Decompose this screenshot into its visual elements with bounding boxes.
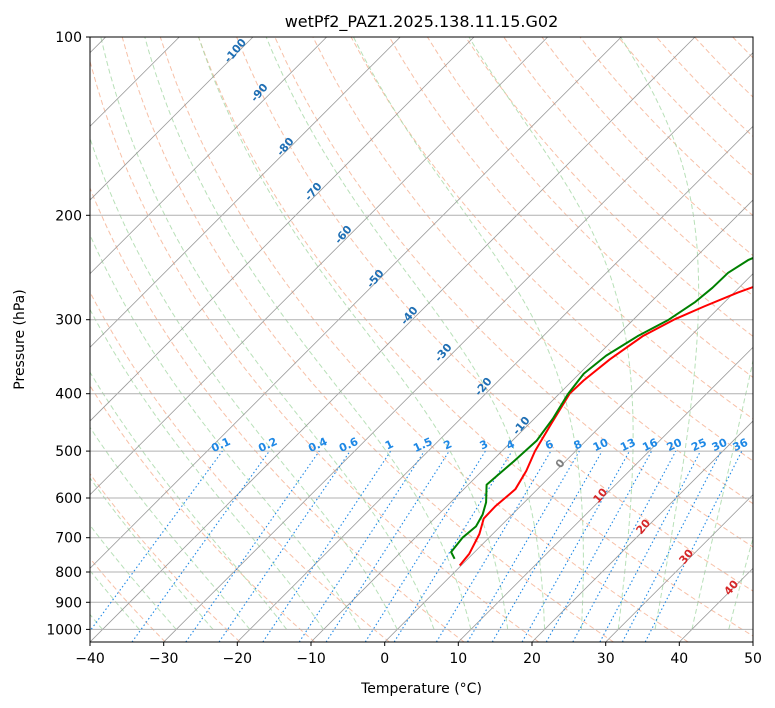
x-axis-label: Temperature (°C) [360, 681, 482, 697]
isotherm-line [384, 273, 753, 642]
mixing-ratio-line [364, 450, 486, 642]
dry-adiabat-line [159, 37, 689, 642]
x-tick-label: −20 [223, 651, 253, 667]
moist-adiabat-line [100, 37, 435, 630]
y-tick-label: 200 [55, 208, 82, 224]
moist-adiabat-line [90, 233, 361, 630]
y-tick-label: 800 [55, 565, 82, 581]
mixing-ratio-line [185, 450, 320, 642]
dry-adiabat-line [426, 37, 753, 378]
moist-adiabat-line [353, 37, 584, 630]
y-tick-label: 600 [55, 491, 82, 507]
moist-adiabat-line [198, 37, 509, 630]
mixing-ratio-label: 16 [640, 436, 660, 454]
isotherm-line [90, 37, 327, 275]
mixing-ratio-label: 30 [710, 436, 730, 454]
mixing-ratio-line [467, 450, 580, 642]
isotherm-line [90, 37, 401, 348]
dry-adiabat-line [121, 37, 614, 642]
chart-title: wetPf2_PAZ1.2025.138.11.15.G02 [285, 12, 559, 32]
x-tick-label: 10 [449, 651, 467, 667]
y-tick-label: 1000 [46, 622, 82, 638]
y-tick-label: 100 [55, 30, 82, 46]
isotherm-line [458, 346, 753, 642]
isotherm-line [531, 420, 753, 642]
mixing-ratio-label: 13 [618, 436, 637, 454]
mixing-ratio-label: 36 [731, 436, 751, 454]
mixing-ratio-line [393, 450, 513, 642]
mixing-ratio-label: 25 [689, 436, 708, 454]
dry-adiabat-line [350, 37, 753, 462]
isotherm-line [310, 199, 753, 642]
dry-adiabat-line [771, 37, 775, 642]
x-tick-label: 30 [597, 651, 615, 667]
isotherm-line [237, 125, 753, 642]
mixing-ratio-label: 10 [591, 436, 611, 454]
temperature-profile-line [458, 286, 753, 567]
moist-adiabat-line [620, 37, 700, 630]
y-tick-label: 700 [55, 531, 82, 547]
mixing-ratio-line [491, 450, 603, 642]
moist-adiabat-line [728, 536, 753, 630]
mixing-ratio-line [572, 450, 677, 642]
moist-adiabat-line [90, 308, 324, 630]
y-tick-label: 900 [55, 595, 82, 611]
isotherm-line [752, 641, 753, 642]
dry-adiabat-line [90, 291, 390, 642]
dry-adiabat-line [236, 37, 753, 592]
isotherm-line [90, 37, 548, 496]
dry-adiabat-line [90, 384, 316, 642]
dry-adiabat-line [90, 186, 465, 642]
isotherm-line [163, 52, 753, 642]
x-tick-label: −30 [149, 651, 179, 667]
isotherm-line [90, 37, 254, 201]
isotherm-line [90, 37, 696, 642]
moist-adiabat-line [691, 358, 753, 630]
y-tick-label: 500 [55, 444, 82, 460]
isotherm-line [605, 494, 753, 642]
moist-adiabat-line [468, 37, 634, 630]
dry-adiabat-line [198, 37, 753, 637]
dry-adiabat-line [90, 472, 241, 642]
mixing-ratio-line [545, 450, 653, 642]
mixing-ratio-line [521, 450, 630, 642]
dewpoint-profile-line [450, 256, 753, 560]
dry-adiabat-line [274, 37, 753, 548]
isotherm-line [90, 37, 475, 422]
isotherm-line [90, 37, 622, 569]
x-tick-label: −10 [296, 651, 326, 667]
y-tick-label: 300 [55, 313, 82, 329]
mixing-ratio-line [325, 450, 450, 642]
plot-frame [89, 36, 754, 643]
moist-adiabat-line [90, 136, 398, 630]
y-tick-label: 400 [55, 387, 82, 403]
plot-background [90, 37, 753, 642]
x-tick-label: 20 [523, 651, 541, 667]
dry-adiabat-line [90, 59, 540, 642]
dry-adiabat-line [503, 37, 753, 297]
x-tick-label: −40 [75, 651, 105, 667]
mixing-ratio-line [218, 450, 351, 642]
x-tick-label: 0 [380, 651, 389, 667]
mixing-ratio-label: 20 [665, 436, 685, 454]
x-tick-label: 50 [744, 651, 762, 667]
dry-adiabat-line [90, 557, 166, 642]
mixing-ratio-line [435, 450, 552, 642]
x-tick-label: 40 [670, 651, 688, 667]
y-axis-label: Pressure (hPa) [12, 289, 28, 389]
